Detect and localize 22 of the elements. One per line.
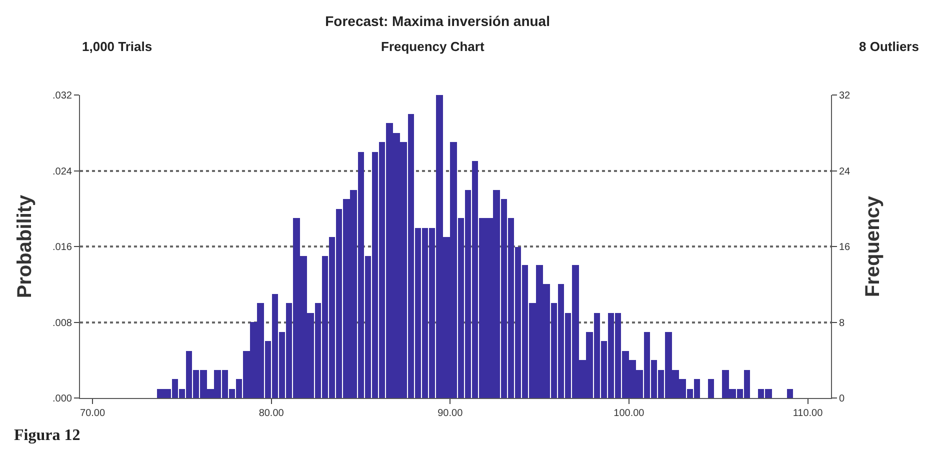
y2-tick-label: 16 (839, 242, 851, 253)
chart-title: Forecast: Maxima inversión anual (325, 13, 550, 30)
y2-tick-label: 8 (839, 318, 845, 329)
y-axis-title: Probability (14, 194, 36, 298)
y2-tick-label: 0 (839, 394, 845, 404)
text: Figura 12 (14, 427, 80, 444)
x-tick-label: 80.00 (258, 408, 284, 419)
y-tick-label: .008 (52, 318, 72, 329)
x-tick-label: 70.00 (80, 408, 106, 419)
y-tick-label: .016 (52, 242, 72, 253)
y-tick-label: .000 (52, 394, 72, 404)
x-tick-label: 110.00 (792, 408, 824, 419)
text: Frequency Chart (381, 39, 485, 54)
y2-tick-label: 32 (839, 90, 851, 102)
x-tick-label: 100.00 (614, 408, 645, 419)
text: 1,000 Trials (82, 39, 152, 54)
y-tick-label: .032 (52, 90, 72, 102)
text: 8 Outliers (859, 39, 919, 54)
x-tick-label: 90.00 (438, 408, 464, 419)
y-tick-label: .024 (52, 166, 72, 178)
y2-tick-label: 24 (839, 166, 851, 178)
y2-axis-title: Frequency (862, 195, 884, 298)
